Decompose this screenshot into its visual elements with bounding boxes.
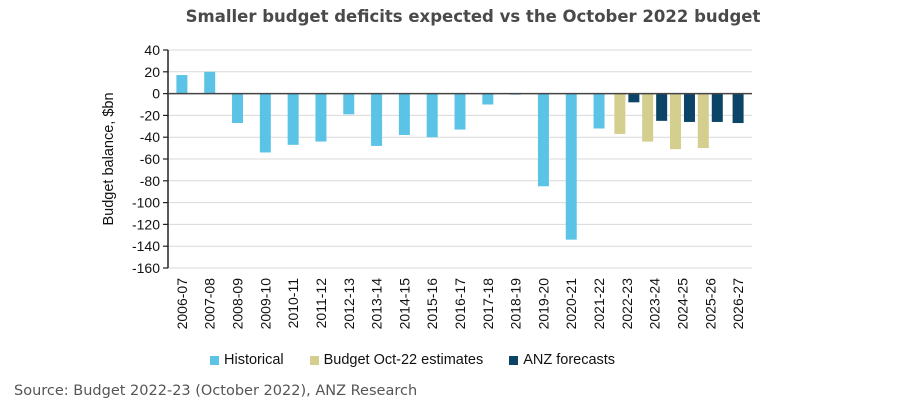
bar-anz-forecasts-2025-26 [711, 93, 723, 122]
x-tick-labels: 2006-07 2007-08 2008-09 2009-10 2010-11 2011-… [174, 278, 746, 330]
gridlines [168, 49, 752, 269]
y-tick-label: 0 [152, 86, 160, 102]
axes [163, 49, 752, 269]
bar-historical-2007-08 [204, 71, 216, 94]
x-tick-label: 2007-08 [202, 278, 218, 330]
x-tick-label: 2022-23 [619, 278, 635, 330]
legend-label: Historical [224, 352, 284, 368]
x-tick-label: 2016-17 [452, 278, 468, 330]
legend-item-budget-oct22: Budget Oct-22 estimates [309, 352, 484, 368]
y-tick-label: -100 [132, 195, 160, 211]
bar-anz-forecasts-2022-23 [628, 93, 640, 103]
x-tick-label: 2019-20 [535, 278, 551, 330]
legend-swatch-historical [210, 355, 219, 365]
legend-item-anz-forecasts: ANZ forecasts [509, 352, 615, 368]
bar-historical-2012-13 [343, 93, 355, 115]
bar-anz-forecasts-2024-25 [683, 93, 695, 122]
bar-historical-2013-14 [371, 93, 383, 146]
bar-historical-2015-16 [426, 93, 438, 138]
x-tick-label: 2006-07 [174, 278, 190, 330]
bar-historical-2008-09 [232, 93, 244, 124]
bar-budget-oct-22-estimates-2025-26 [697, 93, 709, 149]
bar-anz-forecasts-2026-27 [732, 93, 744, 124]
x-tick-label: 2020-21 [563, 278, 579, 330]
x-tick-label: 2010-11 [285, 278, 301, 329]
bar-historical-2009-10 [259, 93, 271, 153]
y-tick-label: -40 [140, 129, 160, 145]
y-tick-label: 20 [144, 64, 160, 80]
bar-historical-2016-17 [454, 93, 466, 130]
legend-swatch-budget-oct22 [309, 355, 319, 365]
y-tick-label: -20 [140, 107, 160, 123]
legend-label: ANZ forecasts [523, 352, 616, 368]
legend: Historical Budget Oct-22 estimates ANZ f… [0, 352, 901, 368]
bar-historical-2011-12 [315, 93, 327, 142]
source-note: Source: Budget 2022-23 (October 2022), A… [14, 383, 418, 399]
y-tick-label: -160 [132, 260, 160, 276]
bar-historical-2010-11 [287, 93, 299, 145]
bar-budget-oct-22-estimates-2024-25 [669, 93, 681, 150]
x-tick-label: 2025-26 [702, 278, 718, 330]
bar-historical-2017-18 [482, 93, 494, 105]
x-tick-label: 2009-10 [257, 278, 273, 330]
y-tick-label: 40 [144, 42, 160, 58]
y-tick-label: -60 [140, 151, 160, 167]
bar-historical-2006-07 [176, 75, 188, 94]
chart-title: Smaller budget deficits expected vs the … [185, 7, 761, 26]
legend-label: Budget Oct-22 estimates [323, 352, 484, 368]
y-axis-title: Budget balance, $bn [101, 92, 117, 225]
x-tick-label: 2024-25 [674, 278, 690, 330]
x-tick-label: 2014-15 [396, 278, 412, 330]
x-tick-label: 2012-13 [341, 278, 357, 330]
y-tick-label: -140 [132, 238, 160, 254]
bar-historical-2020-21 [565, 93, 577, 240]
x-tick-label: 2013-14 [369, 278, 385, 330]
x-tick-label: 2015-16 [424, 278, 440, 330]
y-tick-label: -80 [140, 173, 160, 189]
legend-swatch-anz-forecasts [509, 355, 519, 365]
x-tick-label: 2017-18 [480, 278, 496, 330]
y-tick-label: -120 [132, 216, 160, 232]
bars [176, 71, 744, 240]
bar-budget-oct-22-estimates-2023-24 [642, 93, 654, 142]
x-tick-label: 2018-19 [508, 278, 524, 330]
bar-historical-2019-20 [537, 93, 549, 187]
x-tick-label: 2023-24 [647, 278, 663, 330]
bar-budget-oct-22-estimates-2022-23 [614, 93, 626, 134]
bar-historical-2014-15 [398, 93, 410, 136]
x-tick-label: 2021-22 [591, 278, 607, 330]
legend-item-historical: Historical [210, 352, 284, 368]
x-tick-label: 2026-27 [730, 278, 746, 330]
bar-historical-2021-22 [593, 93, 605, 129]
x-tick-label: 2011-12 [313, 278, 329, 329]
bar-chart: 40 20 0 -20 -40 -60 -80 -100 -120 -140 -160 2006-0… [101, 42, 752, 330]
bar-anz-forecasts-2023-24 [656, 93, 668, 121]
x-tick-label: 2008-09 [230, 278, 246, 330]
y-tick-labels: 40 20 0 -20 -40 -60 -80 -100 -120 -140 -160 [132, 42, 160, 276]
